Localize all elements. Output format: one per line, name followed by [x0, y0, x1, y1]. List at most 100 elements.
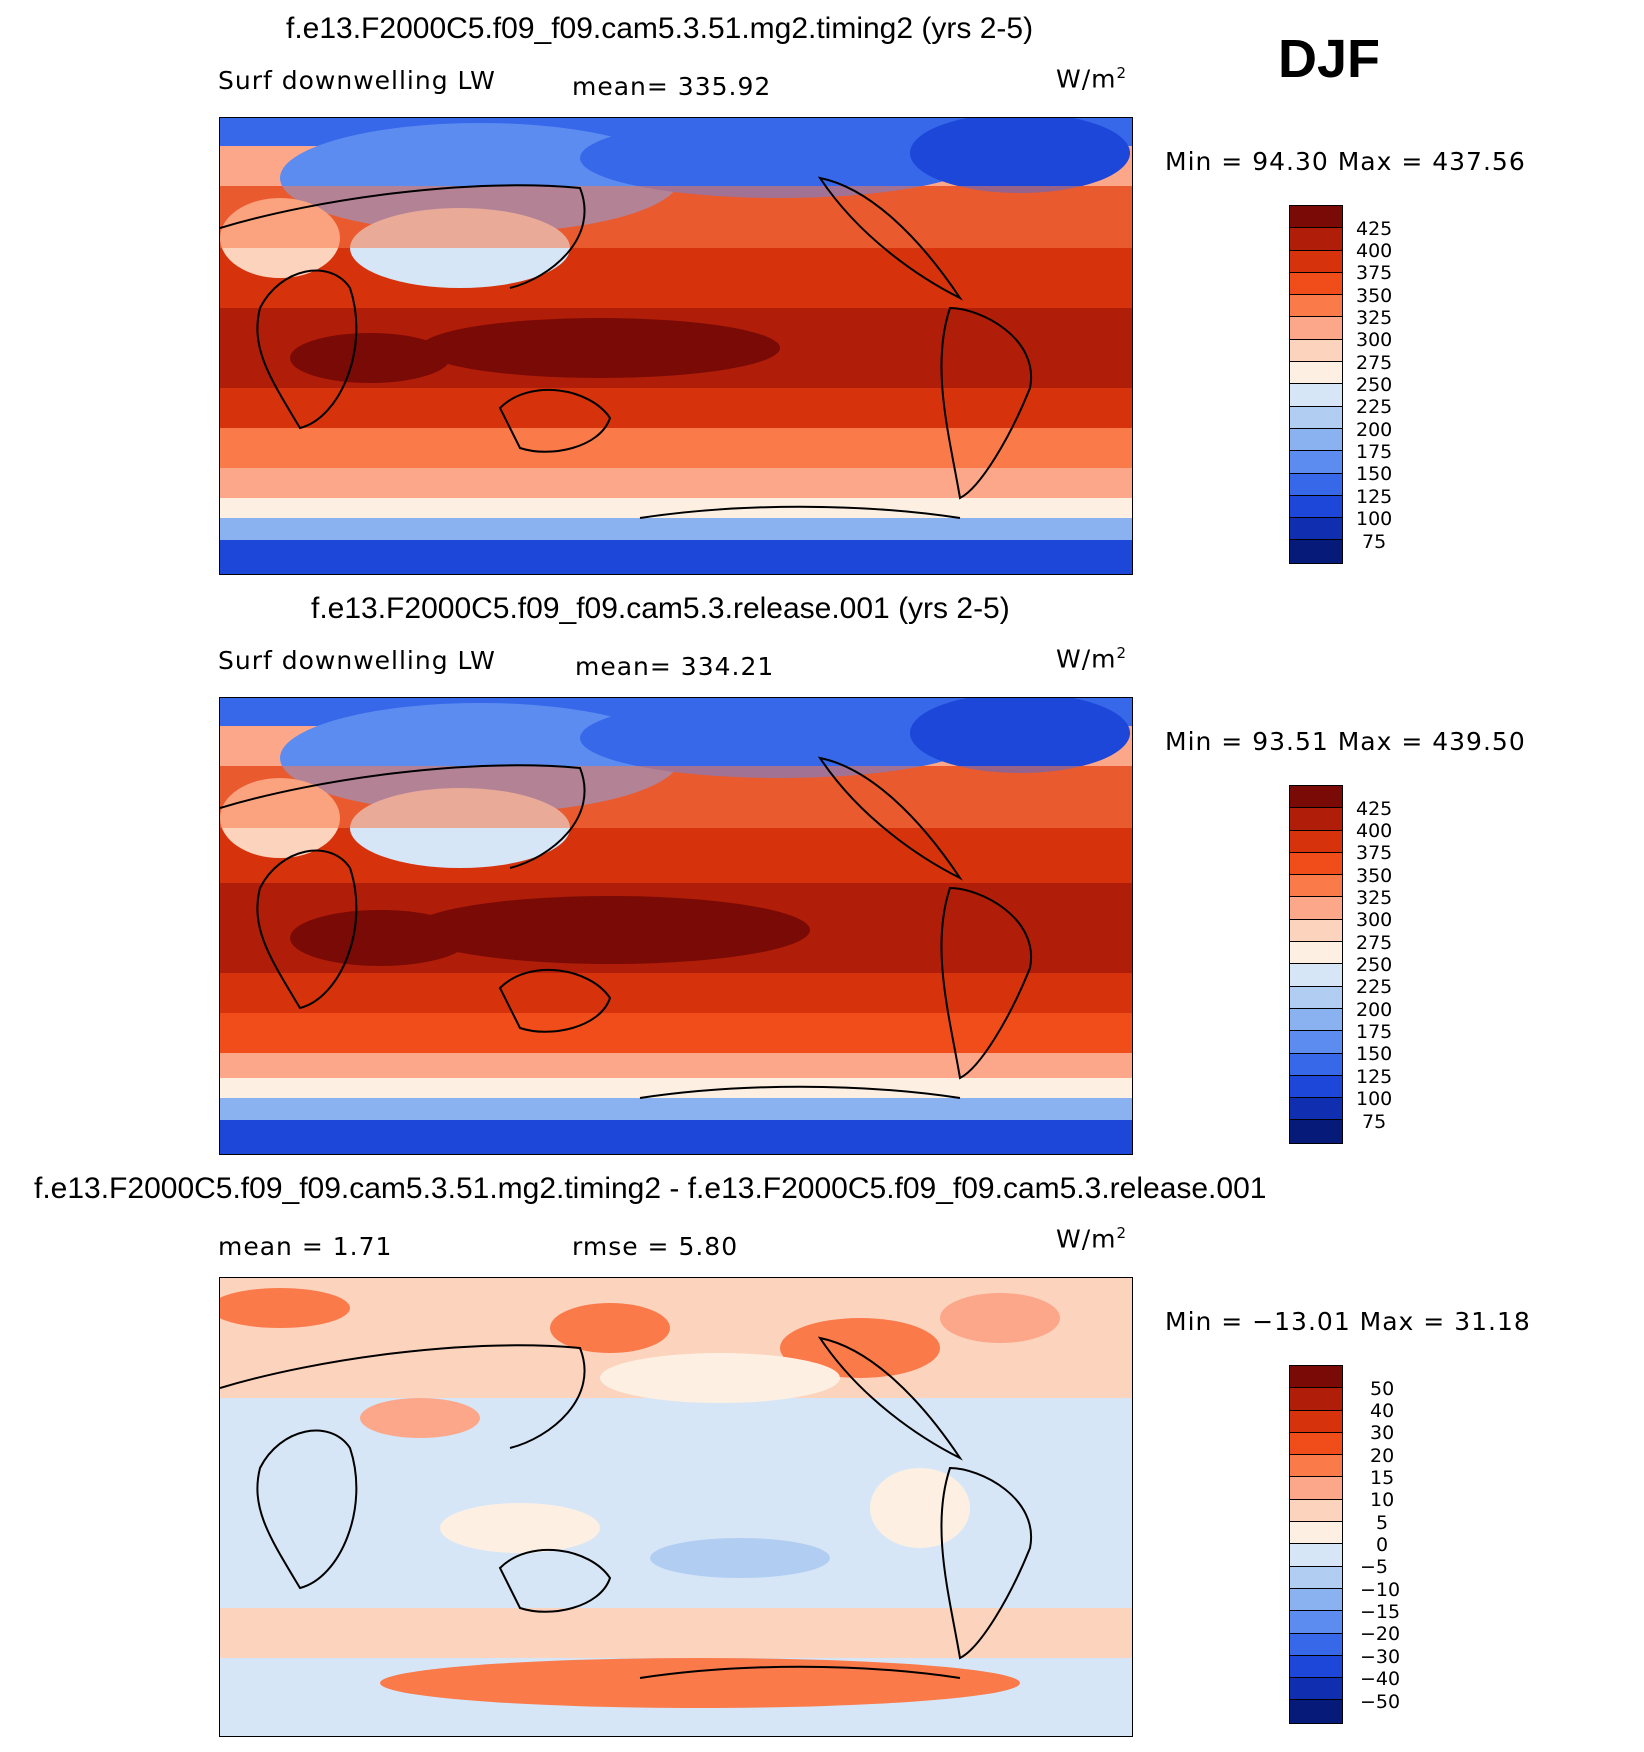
cbar-tick: 425: [1356, 798, 1393, 820]
panel2-cbar-seg: [1290, 986, 1342, 1009]
panel3-cbar-seg: [1290, 1522, 1342, 1545]
panel1-cbar-seg: [1290, 317, 1342, 340]
panel2-cbar-seg: [1290, 1098, 1342, 1121]
cbar-tick: 300: [1356, 909, 1393, 931]
panel3-cbar-seg: [1290, 1611, 1342, 1634]
panel1-title: f.e13.F2000C5.f09_f09.cam5.3.51.mg2.timi…: [286, 12, 1034, 45]
panel1-map-svg: [220, 118, 1132, 574]
panel2-cbar-seg: [1290, 942, 1342, 965]
cbar-tick: 200: [1356, 999, 1393, 1021]
cbar-tick: 15: [1370, 1467, 1395, 1489]
panel1-cbar-seg: [1290, 540, 1342, 563]
panel2-colorbar: [1289, 785, 1343, 1144]
panel3-rmse: rmse = 5.80: [572, 1232, 739, 1261]
cbar-tick: 250: [1356, 374, 1393, 396]
cbar-tick: −40: [1360, 1668, 1401, 1690]
cbar-tick: 425: [1356, 218, 1393, 240]
panel3-cbar-seg: [1290, 1499, 1342, 1523]
panel2-cbar-seg: [1290, 1031, 1342, 1054]
panel1-cbar-seg: [1290, 362, 1342, 385]
panel1-cbar-seg: [1290, 339, 1342, 363]
panel3-cbar-seg: [1290, 1566, 1342, 1589]
panel1-cbar-seg: [1290, 428, 1342, 452]
cbar-tick: 0: [1376, 1534, 1389, 1556]
panel2-cbar-seg: [1290, 964, 1342, 987]
panel3-minmax: Min = −13.01 Max = 31.18: [1165, 1307, 1531, 1336]
cbar-tick: −50: [1360, 1691, 1401, 1713]
panel3-cbar-seg: [1290, 1432, 1342, 1456]
panel2-cbar-seg: [1290, 808, 1342, 831]
panel1-cbar-seg: [1290, 495, 1342, 519]
panel2-cbar-seg: [1290, 1053, 1342, 1076]
cbar-tick: 10: [1370, 1489, 1395, 1511]
cbar-tick: 30: [1370, 1422, 1395, 1444]
panel3-cbar-seg: [1290, 1410, 1342, 1433]
panel1-cbar-seg: [1290, 451, 1342, 474]
panel3-cbar-seg: [1290, 1366, 1342, 1389]
panel2-title: f.e13.F2000C5.f09_f09.cam5.3.release.001…: [311, 592, 1010, 625]
panel1-cbar-seg: [1290, 272, 1342, 296]
panel1-cbar-seg: [1290, 228, 1342, 251]
panel1-cbar-seg: [1290, 206, 1342, 229]
panel3-cbar-seg: [1290, 1544, 1342, 1567]
panel2-mean: mean= 334.21: [575, 652, 775, 681]
cbar-tick: 175: [1356, 441, 1393, 463]
cbar-tick: 5: [1376, 1512, 1389, 1534]
panel2-map-svg: [220, 698, 1132, 1154]
cbar-tick: 350: [1356, 285, 1393, 307]
panel1-cbar-seg: [1290, 250, 1342, 273]
panel3-title: f.e13.F2000C5.f09_f09.cam5.3.51.mg2.timi…: [34, 1172, 1267, 1205]
cbar-tick: 150: [1356, 463, 1393, 485]
cbar-tick: 375: [1356, 842, 1393, 864]
cbar-tick: 275: [1356, 352, 1393, 374]
cbar-tick: 50: [1370, 1378, 1395, 1400]
cbar-tick: −5: [1360, 1556, 1389, 1578]
panel2-map: [219, 697, 1133, 1155]
panel3-cbar-seg: [1290, 1700, 1342, 1723]
panel1-minmax: Min = 94.30 Max = 437.56: [1165, 147, 1526, 176]
panel3-map-svg: [220, 1278, 1132, 1736]
panel1-units: W/m2: [1056, 64, 1128, 94]
cbar-tick: 275: [1356, 932, 1393, 954]
panel2-variable: Surf downwelling LW: [218, 646, 496, 675]
cbar-tick: 20: [1370, 1445, 1395, 1467]
panel3-cbar-seg: [1290, 1477, 1342, 1500]
cbar-tick: −20: [1360, 1623, 1401, 1645]
cbar-tick: −10: [1360, 1579, 1401, 1601]
panel2-minmax: Min = 93.51 Max = 439.50: [1165, 727, 1526, 756]
panel1-cbar-seg: [1290, 406, 1342, 429]
cbar-tick: 125: [1356, 486, 1393, 508]
panel2-cbar-seg: [1290, 875, 1342, 898]
panel3-cbar-seg: [1290, 1388, 1342, 1411]
cbar-tick: 100: [1356, 508, 1393, 530]
panel2-cbar-seg: [1290, 786, 1342, 809]
panel3-cbar-seg: [1290, 1588, 1342, 1612]
panel3-units: W/m2: [1056, 1224, 1128, 1254]
cbar-tick: 225: [1356, 396, 1393, 418]
panel1-mean: mean= 335.92: [572, 72, 772, 101]
cbar-tick: 325: [1356, 887, 1393, 909]
panel3-cbar-seg: [1290, 1455, 1342, 1478]
cbar-tick: 200: [1356, 419, 1393, 441]
panel3-cbar-seg: [1290, 1633, 1342, 1656]
cbar-tick: 375: [1356, 262, 1393, 284]
cbar-tick: −30: [1360, 1646, 1401, 1668]
panel3-cbar-seg: [1290, 1655, 1342, 1679]
panel3-cbar-seg: [1290, 1678, 1342, 1701]
panel1-variable: Surf downwelling LW: [218, 66, 496, 95]
cbar-tick: 175: [1356, 1021, 1393, 1043]
panel2-cbar-seg: [1290, 852, 1342, 876]
cbar-tick: 150: [1356, 1043, 1393, 1065]
panel2-units: W/m2: [1056, 644, 1128, 674]
panel2-cbar-seg: [1290, 1120, 1342, 1143]
panel3-colorbar: [1289, 1365, 1343, 1724]
cbar-tick: 125: [1356, 1066, 1393, 1088]
cbar-tick: 40: [1370, 1400, 1395, 1422]
panel2-cbar-seg: [1290, 1075, 1342, 1099]
cbar-tick: 400: [1356, 240, 1393, 262]
panel3-map: [219, 1277, 1133, 1737]
panel2-cbar-seg: [1290, 897, 1342, 920]
cbar-tick: 250: [1356, 954, 1393, 976]
panel2-cbar-seg: [1290, 919, 1342, 943]
panel1-cbar-seg: [1290, 384, 1342, 407]
